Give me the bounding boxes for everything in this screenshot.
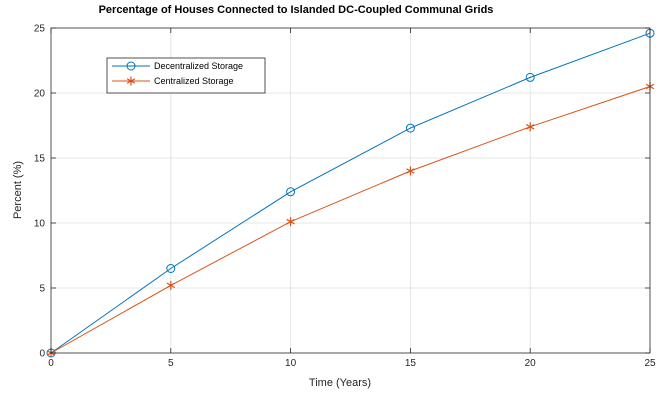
x-tick-label: 5 <box>168 358 174 369</box>
y-tick-label: 10 <box>34 219 46 230</box>
x-tick-label: 0 <box>48 358 54 369</box>
legend-marker <box>126 76 136 86</box>
series-1-point <box>166 264 176 273</box>
chart-title: Percentage of Houses Connected to Island… <box>99 4 494 16</box>
plot-area-frame <box>50 27 651 354</box>
y-tick-label: 5 <box>39 284 45 295</box>
y-tick-label: 25 <box>34 24 46 35</box>
x-tick-label: 20 <box>525 358 537 369</box>
series-line-2 <box>50 86 651 354</box>
y-axis-label: Percent (%) <box>12 161 24 219</box>
plot-series <box>46 28 655 358</box>
grid-lines <box>51 28 650 353</box>
series-2-point <box>526 122 535 132</box>
series-2-point <box>166 280 175 290</box>
series-1-point <box>405 123 415 133</box>
x-tick-label: 10 <box>285 358 297 369</box>
legend-label: Decentralized Storage <box>154 61 243 71</box>
x-tick-label: 15 <box>405 358 417 369</box>
series-1-point <box>525 72 535 82</box>
series-line-1 <box>50 32 651 354</box>
series-2-point <box>406 166 415 176</box>
x-axis-label: Time (Years) <box>309 377 371 389</box>
y-tick-label: 20 <box>34 89 46 100</box>
legend-box <box>106 57 266 94</box>
y-tick-label: 15 <box>34 154 46 165</box>
axis-ticks: 0 5 10 15 20 25 0 5 10 15 20 25 <box>34 24 656 370</box>
series-2-point <box>286 217 295 227</box>
legend: Decentralized Storage Centralized Storage <box>106 57 266 94</box>
y-tick-label: 0 <box>39 349 45 360</box>
series-1-point <box>286 187 296 197</box>
legend-marker <box>126 61 136 71</box>
legend-label: Centralized Storage <box>154 76 234 86</box>
x-tick-label: 25 <box>644 358 656 369</box>
